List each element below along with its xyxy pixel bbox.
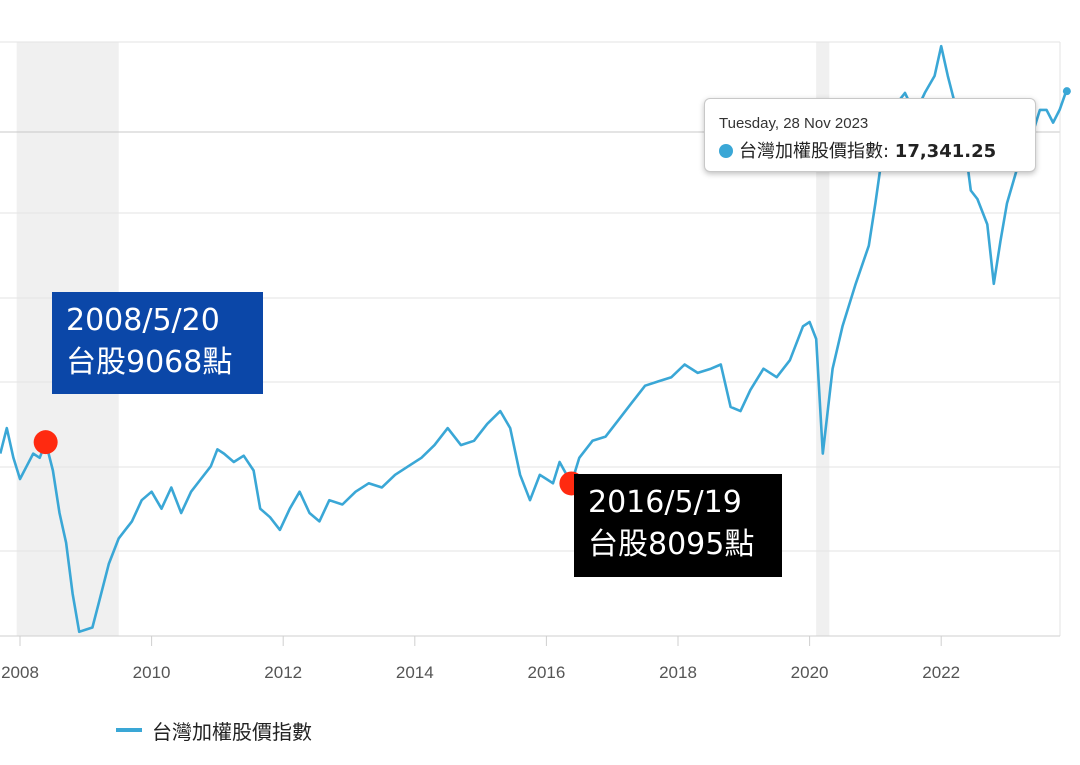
x-tick-label-7: 2022 [922, 663, 960, 682]
legend-line-swatch-icon [116, 728, 142, 732]
hover-tooltip: Tuesday, 28 Nov 2023 台灣加權股價指數: 17,341.25 [704, 98, 1036, 172]
annotation-2008-date: 2008/5/20 [66, 303, 220, 338]
x-tick-label-4: 2016 [527, 663, 565, 682]
tooltip-row: 台灣加權股價指數: 17,341.25 [719, 137, 996, 163]
annotation-2016-date: 2016/5/19 [588, 485, 742, 520]
tooltip-value: 17,341.25 [894, 141, 997, 162]
annotation-2016: 2016/5/19 台股8095點 [574, 474, 782, 577]
tooltip-series-dot-icon [719, 144, 733, 158]
tooltip-hover-point [1062, 87, 1071, 96]
legend-label: 台灣加權股價指數 [152, 719, 312, 744]
x-tick-label-5: 2018 [659, 663, 697, 682]
shaded-period-1 [816, 42, 830, 636]
annotation-2008-value: 台股9068點 [66, 345, 233, 380]
x-tick-label-0: 2008 [1, 663, 39, 682]
x-tick-label-2: 2012 [264, 663, 302, 682]
annotation-marker-0 [33, 430, 58, 455]
x-tick-label-1: 2010 [133, 663, 171, 682]
x-axis: 2008 2010 2012 2014 2016 2018 2020 2022 [0, 635, 1060, 682]
annotation-2016-value: 台股8095點 [588, 527, 755, 562]
x-tick-label-3: 2014 [396, 663, 434, 682]
tooltip-series-label: 台灣加權股價指數: [739, 141, 895, 162]
annotation-2008: 2008/5/20 台股9068點 [52, 292, 263, 394]
tooltip-date: Tuesday, 28 Nov 2023 [719, 115, 869, 132]
legend[interactable]: 台灣加權股價指數 [116, 716, 312, 744]
x-tick-label-6: 2020 [791, 663, 829, 682]
